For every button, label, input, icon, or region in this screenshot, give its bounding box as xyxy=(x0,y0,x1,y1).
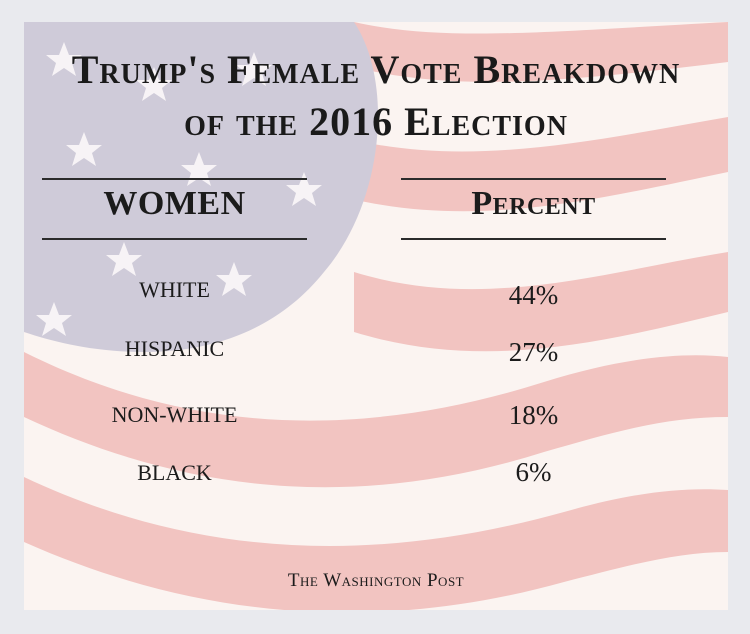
category-label: BLACK xyxy=(137,460,212,485)
header-bottom-rule-left xyxy=(42,238,307,240)
percent-value: 27% xyxy=(508,337,559,367)
header-bottom-rule-right xyxy=(401,238,666,240)
percent-value: 18% xyxy=(508,400,559,430)
source-credit: The Washington Post xyxy=(287,570,465,591)
percent-value: 6% xyxy=(515,457,552,487)
category-label: NON-WHITE xyxy=(111,402,238,427)
chart-subtitle: of the 2016 Election xyxy=(184,99,568,144)
header-top-rule-left xyxy=(42,178,307,180)
category-label: HISPANIC xyxy=(124,336,225,361)
infographic-card: Trump's Female Vote Breakdown of the 201… xyxy=(24,22,728,610)
percent-value: 44% xyxy=(508,280,559,310)
column-header-women: WOMEN xyxy=(103,185,246,222)
category-label: WHITE xyxy=(139,277,210,302)
chart-title: Trump's Female Vote Breakdown xyxy=(71,47,681,92)
american-flag-background xyxy=(24,22,728,610)
header-top-rule-right xyxy=(401,178,666,180)
column-header-percent: Percent xyxy=(471,185,596,222)
